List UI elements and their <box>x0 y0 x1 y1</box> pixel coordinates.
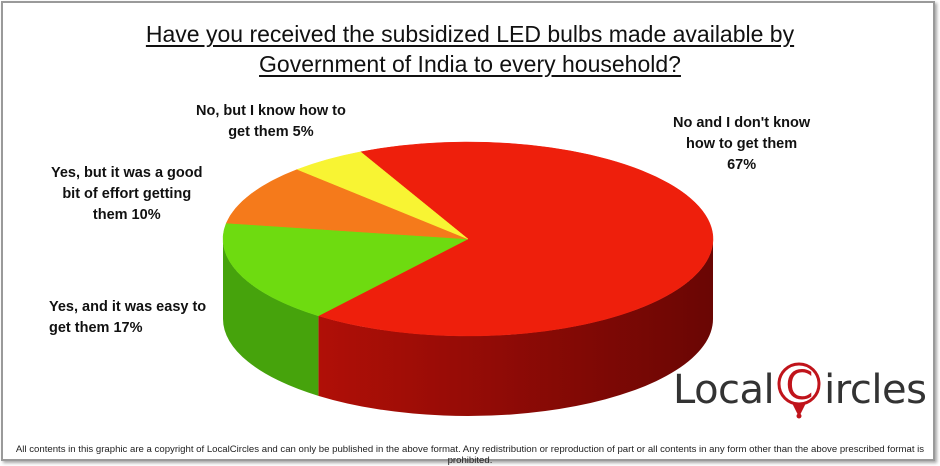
label-yes-easy: Yes, and it was easy to get them 17% <box>49 297 206 339</box>
chart-title-line-1: Have you received the subsidized LED bul… <box>145 21 795 47</box>
logo-text-ircles: ircles <box>824 367 927 413</box>
pie-side-1 <box>223 239 319 396</box>
pie-chart <box>222 141 714 416</box>
label-yes-effort-line-2: bit of effort getting <box>62 186 192 202</box>
label-no-dont-know-line-2: how to get them <box>685 136 798 152</box>
label-no-know-line-2: get them 5% <box>228 124 314 140</box>
copyright-footer: All contents in this graphic are a copyr… <box>15 444 925 466</box>
pie-slice-1 <box>222 222 469 317</box>
label-yes-effort: Yes, but it was a good bit of effort get… <box>51 163 202 226</box>
label-yes-effort-line-3: them 10% <box>92 207 161 223</box>
label-yes-easy-line-2: get them 17% <box>49 320 143 336</box>
chart-title: Have you received the subsidized LED bul… <box>3 19 937 79</box>
chart-title-line-2: Government of India to every household? <box>259 51 681 77</box>
pie-side-0 <box>318 239 713 416</box>
logo-text-c: C <box>785 363 813 409</box>
pie-slice-2 <box>225 169 469 240</box>
label-no-dont-know-line-3: 67% <box>727 157 757 173</box>
label-no-dont-know-line-1: No and I don't know <box>673 115 811 131</box>
pie-slice-3 <box>296 151 469 240</box>
label-yes-easy-line-1: Yes, and it was easy to <box>49 299 207 315</box>
label-no-dont-know: No and I don't know how to get them 67% <box>673 113 810 176</box>
pie-slice-0 <box>317 141 714 337</box>
label-no-know-line-1: No, but I know how to <box>196 103 346 119</box>
label-no-know: No, but I know how to get them 5% <box>196 101 346 143</box>
logo-text-local: Local <box>673 367 775 413</box>
location-pin-icon: C <box>774 361 824 419</box>
label-yes-effort-line-1: Yes, but it was a good <box>51 165 203 181</box>
